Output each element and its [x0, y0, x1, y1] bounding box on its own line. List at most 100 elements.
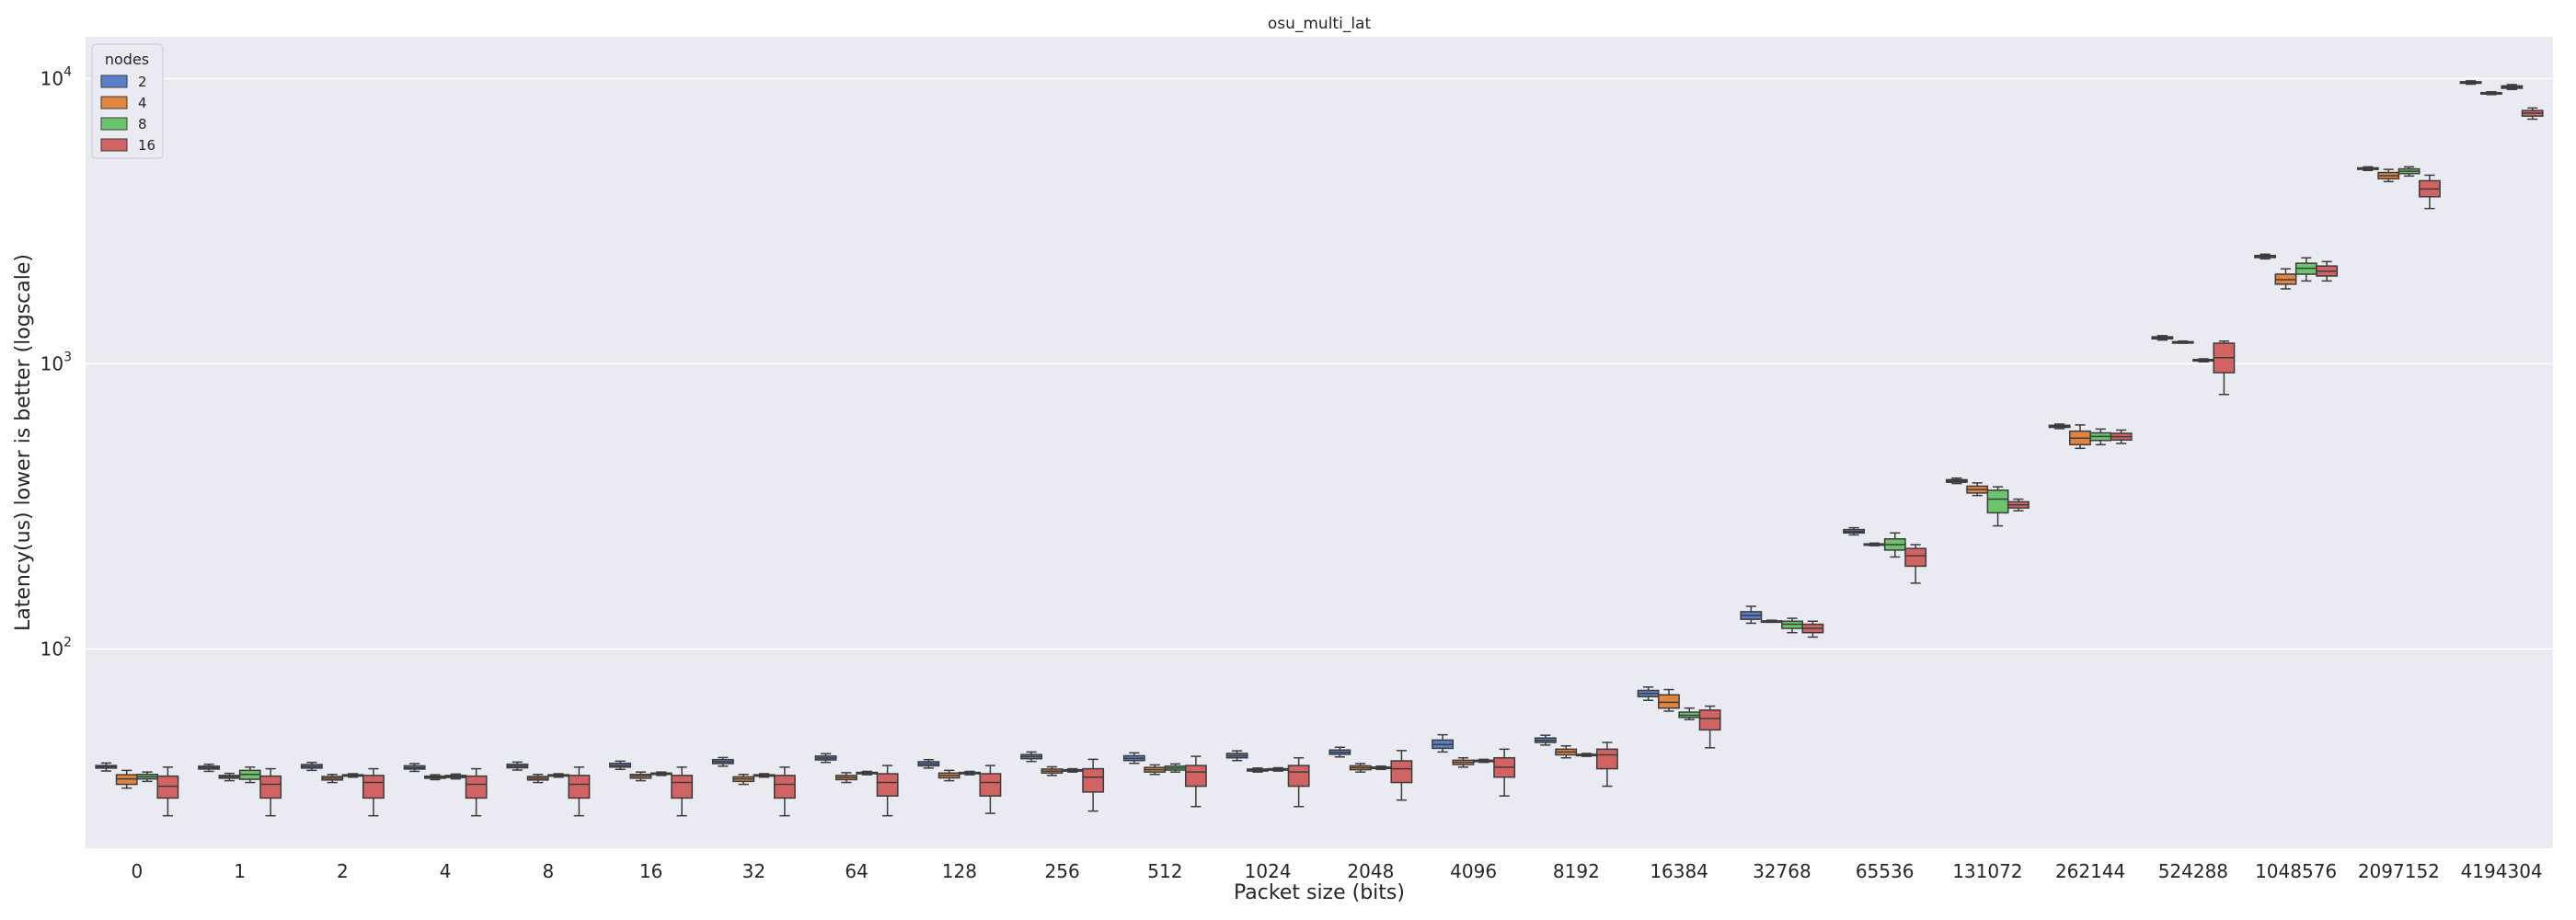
- legend-label-4: 4: [138, 95, 147, 111]
- box-iqr: [465, 775, 488, 799]
- legend-label-8: 8: [138, 116, 147, 132]
- box-2-65536: [1843, 526, 1866, 536]
- box-16-128: [979, 765, 1002, 814]
- box-4-0: [115, 769, 138, 789]
- box-2-32768: [1740, 605, 1763, 625]
- box-iqr: [568, 775, 591, 799]
- box-iqr: [1904, 547, 1927, 568]
- x-axis-ticks: 0 1 2 4 8 16 32 64 128 256 512 1024 2048 4096 8192 1638…: [132, 860, 2543, 882]
- x-tick-label: 1: [234, 860, 246, 882]
- box-4-131072: [1966, 482, 1989, 497]
- y-axis-label: Latency(us) lower is better (logscale): [12, 254, 35, 631]
- box-8-2048: [1370, 765, 1392, 771]
- x-tick-label: 0: [132, 860, 144, 882]
- plot-background: [86, 37, 2553, 848]
- box-16-8: [568, 766, 591, 817]
- box-2-1048576: [2254, 253, 2277, 260]
- box-2-32: [711, 756, 734, 767]
- y-tick-label: 104: [40, 64, 72, 89]
- y-tick-exponent: 4: [63, 64, 72, 79]
- box-16-256: [1082, 758, 1105, 812]
- box-8-1048576: [2294, 257, 2317, 282]
- box-16-32768: [1801, 620, 1824, 638]
- box-4-8: [526, 773, 549, 784]
- x-tick-label: 2: [337, 860, 349, 882]
- box-8-1: [238, 766, 261, 784]
- box-16-2: [362, 767, 385, 817]
- box-iqr: [876, 773, 899, 797]
- box-4-16384: [1658, 688, 1680, 712]
- box-plots: [95, 80, 2544, 817]
- box-16-4096: [1493, 748, 1516, 797]
- box-2-8: [506, 761, 529, 771]
- box-4-2097152: [2377, 168, 2400, 183]
- box-2-2048: [1328, 746, 1351, 758]
- box-16-1024: [1287, 756, 1310, 808]
- box-2-4: [403, 763, 426, 773]
- legend-label-2: 2: [138, 74, 147, 90]
- x-tick-label: 16384: [1650, 860, 1708, 882]
- box-4-65536: [1863, 542, 1886, 546]
- box-4-524288: [2171, 340, 2194, 344]
- box-16-1048576: [2316, 260, 2339, 282]
- box-2-512: [1122, 752, 1145, 765]
- x-tick-label: 8: [543, 860, 555, 882]
- x-tick-label: 65536: [1856, 860, 1915, 882]
- box-8-131072: [1986, 486, 2009, 527]
- box-2-4096: [1432, 733, 1455, 753]
- box-4-32768: [1760, 619, 1783, 624]
- box-16-65536: [1904, 544, 1927, 584]
- x-tick-label: 512: [1147, 860, 1182, 882]
- box-iqr: [1287, 765, 1310, 788]
- box-iqr: [1698, 709, 1721, 731]
- box-4-128: [937, 769, 960, 782]
- box-8-2097152: [2398, 166, 2421, 178]
- x-tick-label: 8192: [1553, 860, 1600, 882]
- x-tick-label: 32: [742, 860, 765, 882]
- box-iqr: [979, 773, 1002, 797]
- x-tick-label: 128: [942, 860, 977, 882]
- x-tick-label: 4: [440, 860, 452, 882]
- box-16-32: [773, 766, 796, 817]
- box-iqr: [1986, 489, 2009, 514]
- legend: nodes 2 4 8 16: [91, 43, 164, 159]
- box-4-512: [1144, 764, 1167, 776]
- box-16-16384: [1698, 705, 1721, 749]
- box-4-1048576: [2274, 268, 2297, 290]
- box-16-4: [465, 767, 488, 817]
- box-4-4: [424, 774, 446, 781]
- box-8-4096: [1472, 758, 1495, 764]
- box-4-1: [218, 772, 241, 782]
- legend-swatch-4: [100, 96, 128, 109]
- x-tick-label: 64: [845, 860, 868, 882]
- box-iqr: [362, 775, 385, 799]
- box-2-0: [95, 762, 118, 772]
- box-4-64: [835, 772, 857, 784]
- y-tick-exponent: 2: [63, 635, 72, 650]
- x-tick-label: 2048: [1347, 860, 1394, 882]
- box-4-16: [629, 771, 652, 782]
- box-8-524288: [2192, 358, 2214, 363]
- box-2-64: [814, 753, 837, 764]
- box-8-128: [959, 770, 981, 776]
- box-16-4194304: [2521, 107, 2544, 121]
- box-8-4: [444, 773, 467, 780]
- box-iqr: [1658, 694, 1680, 709]
- box-2-1: [198, 763, 221, 773]
- box-8-16: [650, 771, 673, 776]
- box-2-16384: [1637, 686, 1660, 702]
- x-tick-label: 4096: [1450, 860, 1497, 882]
- x-tick-label: 524288: [2158, 860, 2228, 882]
- box-4-2: [321, 773, 344, 784]
- box-2-524288: [2151, 335, 2174, 341]
- box-4-4096: [1452, 756, 1475, 768]
- box-16-131072: [2007, 498, 2030, 512]
- box-16-0: [156, 766, 179, 817]
- legend-label-16: 16: [138, 137, 155, 154]
- box-16-524288: [2213, 340, 2236, 396]
- box-16-8192: [1595, 742, 1618, 788]
- box-iqr: [671, 775, 694, 799]
- legend-swatch-8: [100, 117, 128, 131]
